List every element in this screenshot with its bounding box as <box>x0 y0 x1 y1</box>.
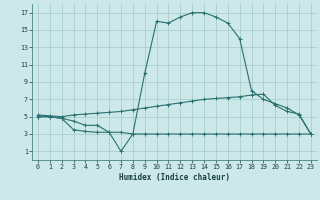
X-axis label: Humidex (Indice chaleur): Humidex (Indice chaleur) <box>119 173 230 182</box>
